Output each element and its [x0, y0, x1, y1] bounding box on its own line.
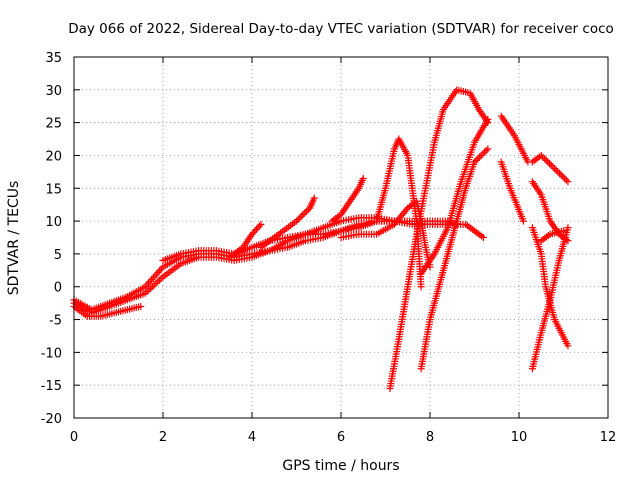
y-tick-label: -5	[49, 314, 62, 329]
series-track-13	[497, 112, 532, 166]
data-point	[556, 170, 564, 178]
y-tick-label: 0	[54, 281, 62, 296]
data-marks	[70, 86, 572, 392]
series-track-7	[328, 174, 367, 225]
data-point	[252, 225, 260, 233]
data-point	[484, 145, 492, 153]
series-track-12	[417, 115, 492, 278]
data-point	[564, 224, 572, 232]
series-track-9	[373, 135, 425, 291]
data-point	[481, 148, 489, 156]
data-point	[562, 176, 570, 184]
y-tick-label: 35	[45, 51, 62, 66]
data-point	[472, 156, 480, 164]
x-axis-label: GPS time / hours	[282, 458, 399, 474]
data-point	[546, 160, 554, 168]
data-point	[137, 302, 145, 310]
data-point	[303, 207, 311, 215]
y-tick-label: 5	[54, 248, 62, 263]
x-tick-label: 4	[248, 430, 256, 445]
data-point	[482, 147, 490, 155]
data-point	[519, 217, 527, 225]
data-point	[479, 234, 487, 241]
data-point	[417, 283, 425, 291]
data-point	[257, 220, 265, 228]
y-tick-label: -10	[41, 346, 62, 361]
data-point	[254, 224, 262, 232]
data-point	[153, 270, 161, 278]
data-point	[561, 174, 569, 182]
x-tick-label: 10	[511, 430, 528, 445]
data-point	[304, 206, 312, 214]
data-point	[484, 115, 492, 123]
data-point	[477, 151, 485, 159]
data-point	[537, 151, 545, 159]
data-point	[154, 268, 162, 276]
series-track-3	[70, 302, 145, 320]
y-tick-label: 15	[45, 182, 62, 197]
data-point	[156, 267, 164, 275]
data-point	[471, 158, 478, 166]
series-track-19	[537, 227, 567, 245]
data-point	[554, 168, 562, 176]
data-point	[249, 229, 257, 237]
series-track-6	[257, 194, 318, 251]
data-point	[294, 215, 302, 223]
data-point	[296, 214, 304, 222]
data-point	[539, 153, 547, 161]
data-point	[564, 178, 572, 186]
y-tick-label: 10	[45, 215, 62, 230]
x-tick-label: 8	[426, 430, 434, 445]
series-track-10	[386, 86, 492, 392]
series-track-4	[159, 217, 398, 264]
data-point	[301, 209, 309, 217]
data-point	[552, 166, 560, 174]
data-point	[542, 156, 550, 164]
x-tick-label: 6	[337, 430, 345, 445]
data-point	[310, 194, 318, 202]
data-point	[359, 174, 367, 182]
axis-ticks: 0 2 4 6 8 10 12 -20 -15 -10 -5 0 5 10 15 20 25 30 35	[41, 51, 617, 445]
data-point	[157, 275, 165, 283]
data-point	[293, 217, 300, 225]
series-track-14	[497, 158, 527, 225]
data-point	[544, 158, 552, 166]
data-point	[547, 161, 555, 169]
data-point	[476, 153, 484, 161]
series-track-18	[528, 224, 572, 373]
data-point	[299, 211, 307, 219]
y-tick-label: -15	[41, 379, 62, 394]
x-tick-label: 2	[159, 430, 167, 445]
y-tick-label: 25	[45, 117, 62, 132]
data-point	[557, 171, 565, 179]
y-tick-label: 20	[45, 149, 62, 164]
data-point	[541, 155, 549, 163]
data-point	[549, 163, 557, 171]
data-point	[479, 150, 487, 158]
data-point	[248, 230, 256, 238]
data-point	[255, 222, 263, 230]
x-tick-label: 0	[70, 430, 78, 445]
series-track-5	[226, 220, 265, 261]
data-point	[564, 237, 572, 245]
chart-title: Day 066 of 2022, Sidereal Day-to-day VTE…	[68, 21, 614, 37]
series-track-16	[528, 178, 572, 245]
series-track-11	[417, 145, 492, 373]
series-track-15	[528, 151, 572, 186]
data-point	[298, 212, 306, 220]
data-point	[564, 342, 572, 350]
x-tick-label: 12	[600, 430, 617, 445]
y-tick-label: 30	[45, 84, 62, 99]
grid-lines	[74, 57, 608, 418]
data-point	[560, 227, 567, 235]
data-point	[474, 155, 482, 163]
data-point	[559, 173, 567, 181]
y-axis-label: SDTVAR / TECUs	[6, 181, 22, 296]
data-point	[251, 227, 259, 235]
data-point	[155, 276, 163, 284]
y-tick-label: -20	[41, 412, 62, 427]
data-point	[551, 165, 559, 173]
series-track-17	[528, 224, 572, 350]
